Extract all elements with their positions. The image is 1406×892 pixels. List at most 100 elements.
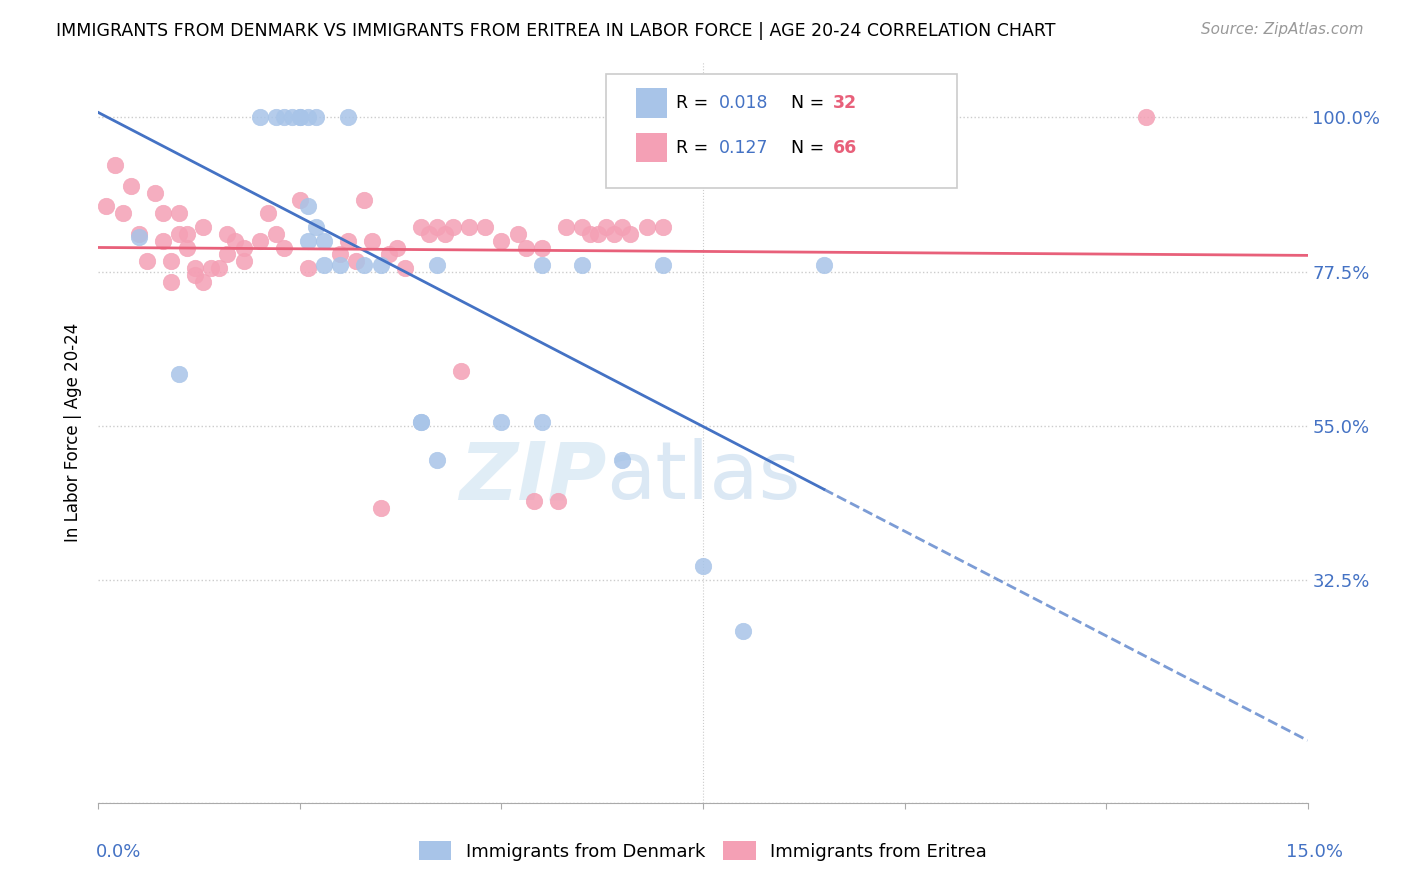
Point bbox=[217, 247, 239, 261]
Point bbox=[152, 206, 174, 220]
Point bbox=[167, 206, 190, 220]
FancyBboxPatch shape bbox=[637, 88, 666, 118]
Point bbox=[450, 364, 472, 378]
Text: R =: R = bbox=[676, 138, 709, 157]
Point bbox=[288, 193, 311, 207]
Point bbox=[297, 110, 319, 124]
Point bbox=[813, 258, 835, 272]
Point bbox=[96, 199, 118, 213]
Point bbox=[305, 219, 328, 234]
Point bbox=[249, 110, 271, 124]
Point bbox=[200, 261, 222, 276]
Point bbox=[256, 206, 278, 220]
Point bbox=[193, 219, 215, 234]
Text: 15.0%: 15.0% bbox=[1285, 843, 1343, 861]
Text: 0.127: 0.127 bbox=[718, 138, 768, 157]
Point bbox=[506, 227, 529, 241]
Point bbox=[612, 453, 634, 467]
Point bbox=[273, 240, 295, 255]
Text: 32: 32 bbox=[832, 95, 856, 112]
Point bbox=[314, 234, 336, 248]
Point bbox=[329, 258, 352, 272]
Point bbox=[530, 258, 553, 272]
Point bbox=[603, 227, 626, 241]
Point bbox=[441, 219, 464, 234]
Text: N =: N = bbox=[792, 138, 824, 157]
Point bbox=[426, 453, 449, 467]
Point bbox=[176, 240, 198, 255]
Point bbox=[579, 227, 602, 241]
Point bbox=[530, 240, 553, 255]
Point bbox=[409, 415, 432, 429]
Point bbox=[249, 234, 271, 248]
Point bbox=[337, 110, 360, 124]
Point bbox=[160, 275, 183, 289]
Point bbox=[135, 254, 157, 268]
Point bbox=[636, 219, 658, 234]
Point bbox=[426, 219, 449, 234]
Text: Source: ZipAtlas.com: Source: ZipAtlas.com bbox=[1201, 22, 1364, 37]
Text: ZIP: ZIP bbox=[458, 438, 606, 516]
Point bbox=[651, 258, 673, 272]
Point bbox=[314, 258, 336, 272]
Text: 66: 66 bbox=[832, 138, 856, 157]
Point bbox=[409, 415, 432, 429]
Point bbox=[733, 624, 755, 639]
Point bbox=[361, 234, 384, 248]
Text: N =: N = bbox=[792, 95, 824, 112]
Legend: Immigrants from Denmark, Immigrants from Eritrea: Immigrants from Denmark, Immigrants from… bbox=[412, 834, 994, 868]
Point bbox=[232, 240, 254, 255]
Point bbox=[394, 261, 416, 276]
Point bbox=[143, 186, 166, 200]
Point bbox=[193, 275, 215, 289]
Point bbox=[571, 219, 593, 234]
Point bbox=[281, 110, 304, 124]
Point bbox=[120, 178, 142, 193]
Point bbox=[167, 227, 190, 241]
Point bbox=[232, 254, 254, 268]
Point bbox=[418, 227, 440, 241]
Point bbox=[409, 219, 432, 234]
Point bbox=[297, 261, 319, 276]
Point bbox=[458, 219, 481, 234]
Text: IMMIGRANTS FROM DENMARK VS IMMIGRANTS FROM ERITREA IN LABOR FORCE | AGE 20-24 CO: IMMIGRANTS FROM DENMARK VS IMMIGRANTS FR… bbox=[56, 22, 1056, 40]
Point bbox=[530, 415, 553, 429]
Point bbox=[515, 240, 537, 255]
Point bbox=[128, 227, 150, 241]
Point bbox=[474, 219, 496, 234]
Point bbox=[208, 261, 231, 276]
Point bbox=[305, 110, 328, 124]
Point bbox=[571, 258, 593, 272]
Point bbox=[184, 268, 207, 282]
Point bbox=[612, 219, 634, 234]
Point bbox=[1135, 110, 1157, 124]
Point bbox=[167, 368, 190, 382]
Text: R =: R = bbox=[676, 95, 709, 112]
Point bbox=[595, 219, 617, 234]
Point bbox=[555, 219, 578, 234]
Point bbox=[128, 230, 150, 244]
Point bbox=[329, 247, 352, 261]
Point bbox=[385, 240, 408, 255]
Point bbox=[370, 258, 392, 272]
Point bbox=[217, 227, 239, 241]
Point bbox=[224, 234, 246, 248]
Point bbox=[264, 227, 287, 241]
Point bbox=[586, 227, 609, 241]
Point bbox=[176, 227, 198, 241]
Point bbox=[344, 254, 367, 268]
Point bbox=[337, 234, 360, 248]
Y-axis label: In Labor Force | Age 20-24: In Labor Force | Age 20-24 bbox=[65, 323, 83, 542]
Point bbox=[184, 261, 207, 276]
Point bbox=[288, 110, 311, 124]
Point bbox=[619, 227, 641, 241]
Point bbox=[103, 158, 125, 172]
Point bbox=[491, 415, 513, 429]
Point bbox=[370, 501, 392, 516]
Point bbox=[377, 247, 399, 261]
Text: atlas: atlas bbox=[606, 438, 800, 516]
Point bbox=[264, 110, 287, 124]
Point bbox=[651, 219, 673, 234]
FancyBboxPatch shape bbox=[637, 133, 666, 162]
Point bbox=[273, 110, 295, 124]
